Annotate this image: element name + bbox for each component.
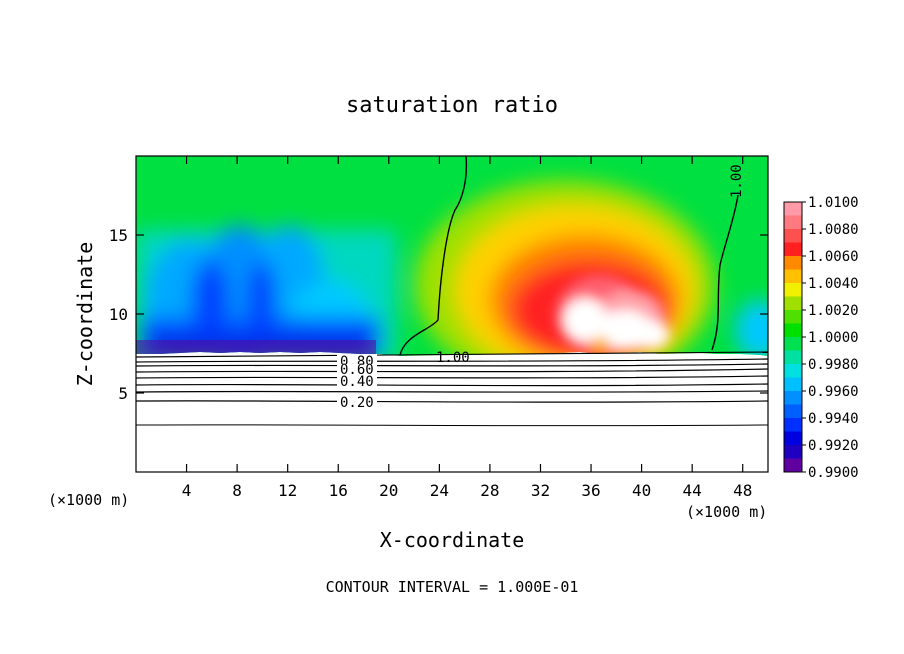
contour-label-0-40: 0.40 bbox=[340, 374, 374, 390]
colorbar-swatch bbox=[784, 202, 802, 216]
y-axis-ticks: 5 10 15 bbox=[109, 226, 768, 403]
colorbar-swatch bbox=[784, 323, 802, 338]
colorbar-swatch bbox=[784, 404, 802, 419]
y-tick-label: 10 bbox=[109, 305, 128, 324]
y-tick-label: 15 bbox=[109, 226, 128, 245]
y-axis-label: Z-coordinate bbox=[73, 242, 97, 387]
colorbar-swatch bbox=[784, 418, 802, 432]
colorbar-swatch bbox=[784, 350, 802, 365]
colorbar-swatch bbox=[784, 256, 802, 270]
colorbar-swatch bbox=[784, 391, 802, 405]
x-tick-label: 48 bbox=[733, 481, 752, 500]
x-tick-label: 40 bbox=[632, 481, 651, 500]
colorbar-label: 1.0000 bbox=[808, 330, 859, 346]
colorbar-label: 1.0100 bbox=[808, 195, 859, 211]
x-tick-label: 20 bbox=[379, 481, 398, 500]
colorbar-swatch bbox=[784, 458, 802, 473]
chart-title: saturation ratio bbox=[346, 93, 558, 118]
colorbar-swatch bbox=[784, 269, 802, 284]
x-tick-label: 36 bbox=[581, 481, 600, 500]
colorbar-swatch bbox=[784, 445, 802, 459]
colorbar-label: 0.9980 bbox=[808, 357, 859, 373]
colorbar-swatch bbox=[784, 337, 802, 351]
x-unit-left: (×1000 m) bbox=[48, 491, 129, 509]
contour-label-0-60: 0.60 bbox=[340, 362, 374, 378]
colorbar-label: 1.0080 bbox=[808, 222, 859, 238]
colorbar-swatch bbox=[784, 242, 802, 257]
colorbar-swatch bbox=[784, 310, 802, 324]
colorbar-label: 0.9940 bbox=[808, 411, 859, 427]
x-tick-label: 8 bbox=[232, 481, 242, 500]
contour-labels: 0.80 0.60 0.40 0.20 1.00 1.00 bbox=[337, 164, 745, 411]
x-axis-ticks: 4 8 12 16 20 24 28 32 36 40 44 48 bbox=[182, 156, 752, 500]
colorbar-swatch bbox=[784, 283, 802, 297]
x-unit-right: (×1000 m) bbox=[686, 503, 767, 521]
x-tick-label: 24 bbox=[430, 481, 449, 500]
colorbar-label: 0.9960 bbox=[808, 384, 859, 400]
contour-interval-note: CONTOUR INTERVAL = 1.000E-01 bbox=[326, 578, 579, 596]
contour-label-1-00-bottom: 1.00 bbox=[436, 350, 470, 366]
x-tick-label: 28 bbox=[480, 481, 499, 500]
x-axis-label: X-coordinate bbox=[380, 528, 525, 552]
x-tick-label: 4 bbox=[182, 481, 192, 500]
x-tick-label: 44 bbox=[683, 481, 702, 500]
colorbar-swatch bbox=[784, 364, 802, 378]
contour-label-1-00-right: 1.00 bbox=[729, 164, 745, 198]
colorbar-label: 1.0060 bbox=[808, 249, 859, 265]
colorbar: 1.0100 1.0080 1.0060 1.0040 1.0020 1.0000 0.99… bbox=[783, 195, 859, 481]
colorbar-swatch bbox=[784, 377, 802, 392]
color-field bbox=[136, 156, 768, 472]
colorbar-label: 1.0020 bbox=[808, 303, 859, 319]
contour-lines bbox=[136, 156, 768, 427]
colorbar-label: 0.9920 bbox=[808, 438, 859, 454]
x-tick-label: 16 bbox=[329, 481, 348, 500]
contour-label-0-20: 0.20 bbox=[340, 395, 374, 411]
colorbar-swatch bbox=[784, 215, 802, 230]
x-tick-label: 12 bbox=[278, 481, 297, 500]
y-tick-label: 5 bbox=[118, 384, 128, 403]
colorbar-swatch bbox=[784, 431, 802, 446]
x-tick-label: 32 bbox=[531, 481, 550, 500]
colorbar-swatch bbox=[784, 296, 802, 311]
colorbar-swatch bbox=[784, 229, 802, 243]
colorbar-label: 1.0040 bbox=[808, 276, 859, 292]
colorbar-label: 0.9900 bbox=[808, 465, 859, 481]
